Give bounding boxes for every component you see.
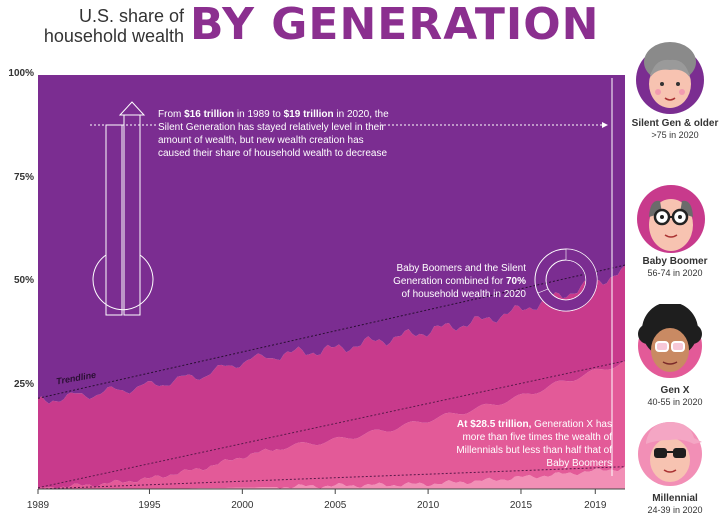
- y-tick-label: 50%: [13, 275, 34, 286]
- connector-arrow-icon: [602, 122, 608, 128]
- x-tick-label: 2015: [509, 500, 533, 511]
- trendline: [38, 360, 625, 489]
- thermometer-bulb: [92, 254, 154, 311]
- chart-decorations: [90, 78, 613, 476]
- y-tick-label: 75%: [13, 172, 34, 183]
- chart-subtitle: U.S. share of household wealth: [34, 6, 184, 46]
- millennial-avatar-icon: [638, 422, 702, 486]
- area-millennial: [38, 466, 625, 489]
- gen-x-avatar-icon: [638, 304, 702, 378]
- silent-gen-annotation: From $16 trillion in 1989 to $19 trillio…: [158, 109, 389, 159]
- subtitle-line-1: U.S. share of: [78, 6, 184, 26]
- axes: [37, 488, 625, 494]
- x-tick-label: 2000: [231, 500, 254, 511]
- area-silent-gen-older: [38, 75, 625, 404]
- donut-70-percent-segment: [537, 248, 598, 312]
- x-tick-label: 2005: [324, 500, 347, 511]
- area-baby-boomer: [38, 265, 625, 489]
- y-tick-label: 25%: [13, 379, 34, 390]
- x-tick-label: 2019: [584, 500, 607, 511]
- trendline: [38, 264, 625, 399]
- legend-item-baby-boomer: Baby Boomer 56-74 in 2020: [642, 256, 708, 278]
- area-layers: [38, 75, 625, 489]
- up-arrow-icon: [118, 101, 146, 116]
- x-tick-label: 2010: [416, 500, 440, 511]
- area-gen-x: [38, 360, 625, 489]
- legend-item-millennial: Millennial 24-39 in 2020: [647, 493, 703, 515]
- subtitle-line-2: household wealth: [43, 26, 184, 46]
- baby-boomer-avatar-icon: [637, 185, 705, 253]
- x-tick-label: 1995: [138, 500, 161, 511]
- chart-title: By Generation: [190, 0, 600, 50]
- y-tick-label: 100%: [8, 68, 34, 79]
- legend-item-silent-gen: Silent Gen & older >75 in 2020: [631, 118, 719, 140]
- gen-x-annotation: At $28.5 trillion, Generation X has more…: [456, 419, 612, 469]
- silent-gen-avatar-icon: [636, 42, 704, 114]
- combined-wealth-annotation: Baby Boomers and the Silent Generation c…: [393, 263, 526, 300]
- trendline: [38, 466, 625, 489]
- x-tick-label: 1989: [26, 500, 50, 511]
- legend-item-gen-x: Gen X 40-55 in 2020: [647, 385, 703, 407]
